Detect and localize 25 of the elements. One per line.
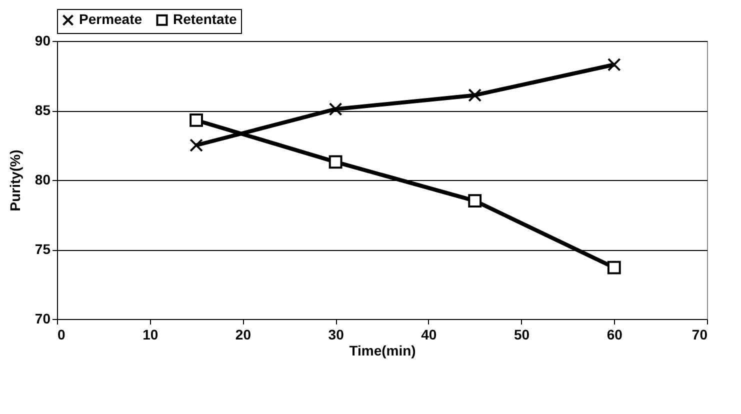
y-tick-label: 80 xyxy=(34,172,51,188)
point xyxy=(607,58,621,72)
y-tick-label: 70 xyxy=(34,310,51,326)
x-tick-label: 0 xyxy=(58,326,66,342)
point xyxy=(328,155,342,169)
point xyxy=(468,194,482,208)
y-axis-title: Purity(%) xyxy=(6,150,23,212)
x-tick-label: 70 xyxy=(692,326,708,342)
point xyxy=(190,138,203,152)
legend-label: Retentate xyxy=(173,11,238,28)
point xyxy=(190,114,203,127)
point xyxy=(468,88,482,102)
y-tick-label: 90 xyxy=(34,32,51,48)
point xyxy=(607,260,621,274)
point xyxy=(328,102,342,116)
x-tick-label: 10 xyxy=(142,326,158,342)
y-tick-label: 85 xyxy=(34,102,51,118)
x-tick-label: 30 xyxy=(328,326,344,342)
x-tick-label: 60 xyxy=(606,326,623,342)
x-axis-title: Time(min) xyxy=(349,342,416,358)
legend-label: Permeate xyxy=(79,11,142,28)
x-tick-label: 40 xyxy=(421,326,437,342)
y-tick-label: 75 xyxy=(34,241,51,257)
x-tick-label: 50 xyxy=(514,326,530,342)
x-tick-label: 20 xyxy=(235,326,252,342)
